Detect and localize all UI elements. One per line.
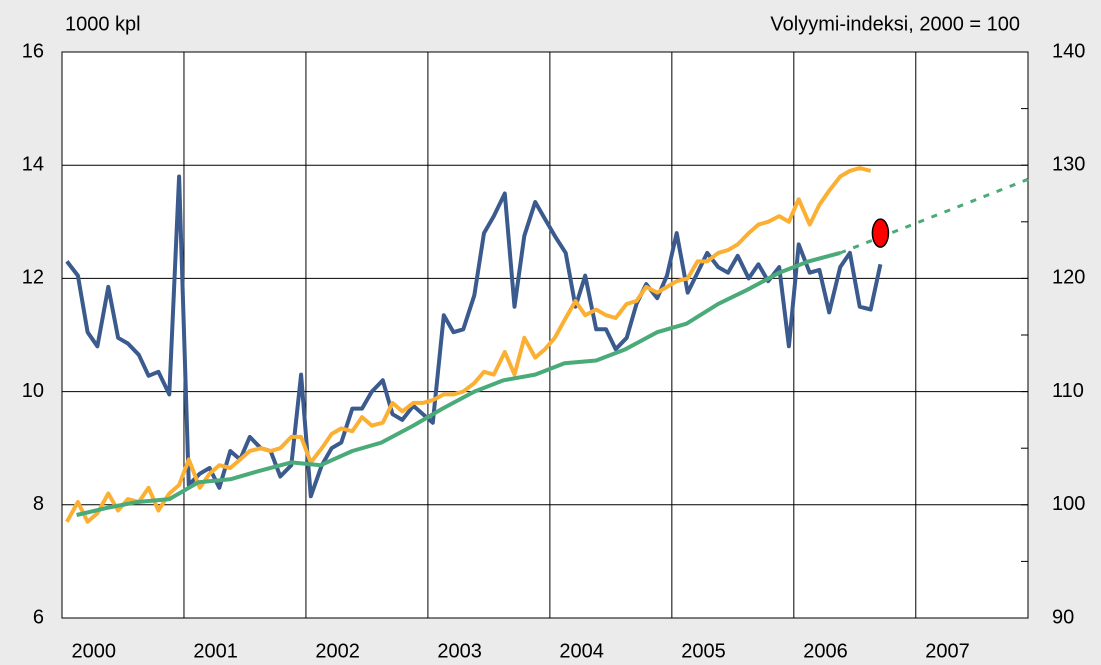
y2-tick-label: 110 [1052,380,1084,402]
y-tick-label: 6 [33,606,44,628]
x-tick-label: 2004 [559,640,604,662]
series-line [76,250,841,517]
y2-tick-label: 140 [1052,40,1085,62]
y-tick-label: 14 [22,153,44,175]
series-line [65,174,883,499]
plot-border [61,51,1029,619]
y-tick-label: 8 [33,493,44,515]
x-tick-label: 2007 [925,640,970,662]
series-line [65,166,872,524]
x-tick-label: 2001 [193,640,238,662]
y-tick-label: 12 [22,267,44,289]
y2-tick-label: 130 [1052,153,1085,175]
y-tick-label: 16 [22,40,44,62]
x-tick-label: 2000 [71,640,116,662]
point-marker [871,218,890,248]
plot-area [62,52,1028,618]
y2-axis-label: Volyymi-indeksi, 2000 = 100 [770,13,1020,35]
y2-tick-label: 120 [1052,267,1085,289]
y-tick-label: 10 [22,380,44,402]
y2-tick-label: 90 [1052,606,1074,628]
x-tick-label: 2006 [803,640,848,662]
x-tick-label: 2005 [681,640,726,662]
y-axis-label: 1000 kpl [65,13,141,35]
series-line [839,177,1029,255]
x-tick-label: 2002 [315,640,360,662]
y2-tick-label: 100 [1052,493,1085,515]
x-tick-label: 2003 [437,640,482,662]
